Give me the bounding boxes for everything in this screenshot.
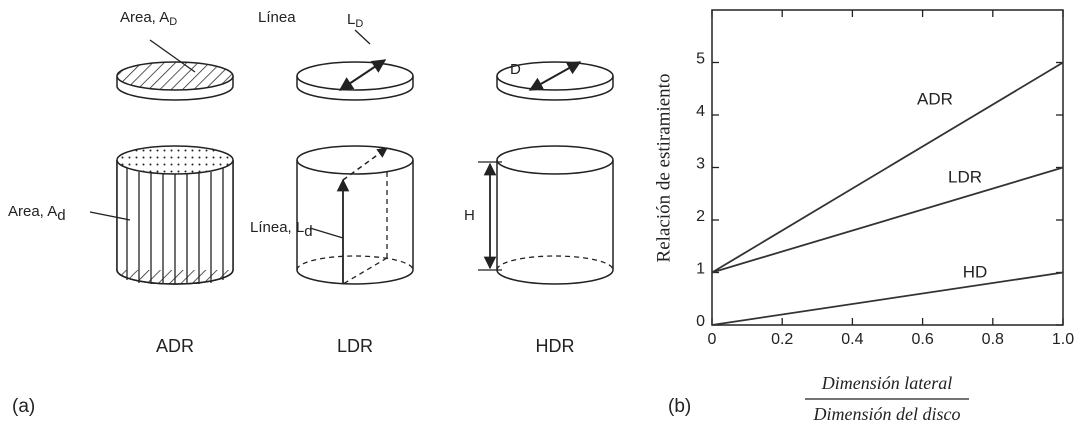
area-d-label: Area, Ad [8,203,66,224]
y-tick-label: 2 [696,208,705,225]
caption: HDR [536,336,575,356]
series-line [711,166,1064,274]
series-line [711,61,1064,274]
panel-label: (b) [668,396,691,417]
d-label: D [510,61,521,78]
series-label: HD [963,262,988,281]
x-tick-label: 0.4 [841,331,863,348]
series-label: ADR [917,89,953,108]
disc-hdr [496,61,614,101]
x-axis-denominator: Dimensión del disco [813,404,961,424]
disc-ldr [296,29,414,101]
x-axis-numerator: Dimensión lateral [821,373,953,393]
ld-label: LD [347,11,363,30]
x-tick-label: 1.0 [1052,331,1074,348]
cylinder-adr [89,145,234,285]
area-label: Area, AD [120,9,177,28]
series-label: LDR [948,167,982,186]
y-tick-label: 1 [696,261,705,278]
y-tick-label: 0 [696,313,705,330]
caption: ADR [156,336,194,356]
x-tick-label: 0.6 [911,331,933,348]
linea-d-label: Línea, Ld [250,219,313,240]
linea-label: Línea [258,9,296,26]
x-tick-label: 0 [708,331,717,348]
y-tick-label: 5 [696,51,705,68]
cylinder-ldr [296,145,414,285]
y-tick-label: 4 [696,103,705,120]
series-line [711,271,1064,326]
disc-adr [116,39,234,101]
x-tick-label: 0.8 [982,331,1004,348]
x-tick-label: 0.2 [771,331,793,348]
cylinder-hdr [478,145,614,285]
panel-label: (a) [12,396,35,417]
h-label: H [464,207,475,224]
y-tick-label: 3 [696,156,705,173]
y-axis-label: Relación de estiramiento [653,74,674,263]
caption: LDR [337,336,373,356]
